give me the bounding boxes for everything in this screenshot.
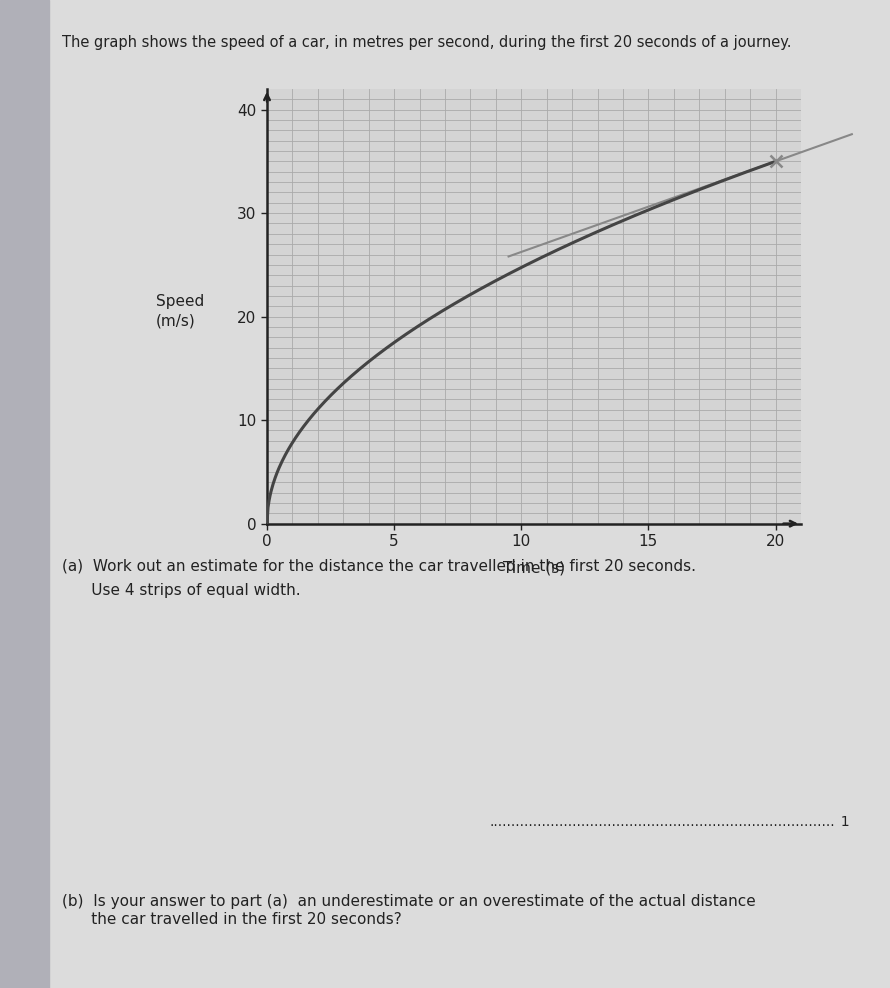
Text: The graph shows the speed of a car, in metres per second, during the first 20 se: The graph shows the speed of a car, in m… (62, 35, 792, 49)
Text: 1: 1 (832, 815, 850, 829)
Text: (b)  Is your answer to part (a)  an underestimate or an overestimate of the actu: (b) Is your answer to part (a) an undere… (62, 894, 756, 927)
Text: Use 4 strips of equal width.: Use 4 strips of equal width. (62, 583, 301, 598)
Text: (m/s): (m/s) (156, 313, 196, 329)
Text: Speed: Speed (156, 293, 204, 309)
Text: ...............................................................................: ........................................… (490, 815, 835, 829)
X-axis label: Time (s): Time (s) (503, 560, 565, 575)
Text: (a)  Work out an estimate for the distance the car travelled in the first 20 sec: (a) Work out an estimate for the distanc… (62, 558, 696, 573)
